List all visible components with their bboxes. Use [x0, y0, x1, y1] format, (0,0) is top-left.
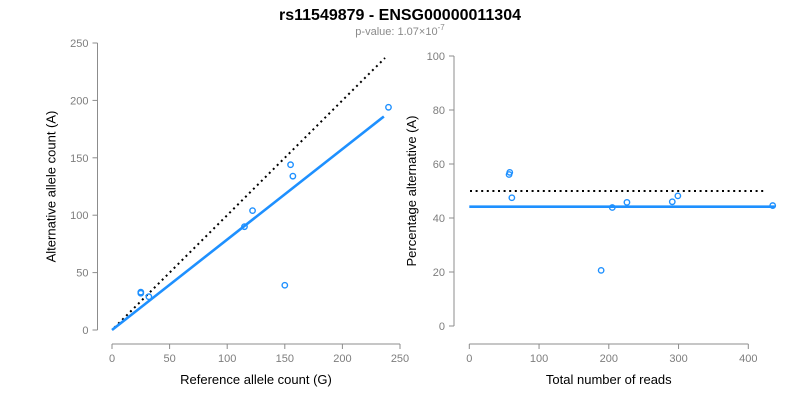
y-tick-label: 20 — [433, 267, 445, 279]
data-point — [385, 103, 392, 111]
panel-allele-counts: 0 50 100 150 200 250 0 50 100 150 200 250 Reference … — [44, 38, 410, 387]
pvalue-text: p-value: 1.07×10 — [355, 26, 437, 38]
x-tick-label: 0 — [466, 353, 472, 365]
data-point — [597, 266, 605, 274]
data-point — [137, 289, 145, 297]
x-tick-label: 150 — [276, 353, 294, 365]
y-tick-label: 200 — [70, 95, 88, 107]
data-point — [287, 161, 294, 169]
y-tick-label: 250 — [70, 38, 88, 50]
x-tick-label: 200 — [333, 353, 351, 365]
data-point — [668, 198, 676, 206]
y-tick-label: 150 — [70, 153, 88, 165]
y-tick-label: 0 — [82, 325, 88, 337]
x-tick-label: 400 — [739, 353, 757, 365]
figure-title: rs11549879 - ENSG00000011304 — [279, 7, 521, 24]
identity-line — [113, 57, 386, 329]
x-tick-label: 300 — [669, 353, 687, 365]
data-point — [145, 293, 153, 301]
y-tick-label: 40 — [433, 213, 445, 225]
panel-percentage-vs-reads: 0 20 40 60 80 100 0 100 200 300 400 Total number of… — [404, 51, 777, 387]
data-point — [505, 171, 513, 178]
x-axis-title: Total number of reads — [546, 372, 672, 387]
data-point — [241, 223, 248, 231]
fit-line — [111, 115, 385, 332]
pvalue-exponent: -7 — [438, 23, 446, 32]
x-tick-label: 100 — [218, 353, 236, 365]
x-tick-label: 0 — [109, 353, 115, 365]
x-axis-title: Reference allele count (G) — [180, 372, 332, 387]
y-tick-label: 60 — [433, 159, 445, 171]
y-tick-label: 50 — [76, 268, 88, 280]
y-axis-title: Alternative allele count (A) — [44, 111, 59, 263]
y-tick-label: 100 — [70, 210, 88, 222]
data-point — [674, 192, 682, 200]
y-tick-label: 100 — [427, 51, 445, 63]
data-point — [249, 207, 256, 215]
data-point — [289, 172, 297, 180]
data-point — [281, 281, 289, 289]
y-tick-label: 80 — [433, 105, 445, 117]
data-point — [508, 194, 516, 202]
x-tick-label: 200 — [600, 353, 618, 365]
data-point — [623, 198, 631, 206]
figure-subtitle: p-value: 1.07×10-7 — [355, 23, 445, 38]
x-tick-label: 250 — [391, 353, 409, 365]
data-point — [769, 202, 777, 209]
x-tick-label: 50 — [163, 353, 175, 365]
x-tick-label: 100 — [530, 353, 548, 365]
data-point — [608, 204, 616, 211]
y-axis-title: Percentage alternative (A) — [404, 115, 419, 266]
y-tick-label: 0 — [439, 321, 445, 333]
